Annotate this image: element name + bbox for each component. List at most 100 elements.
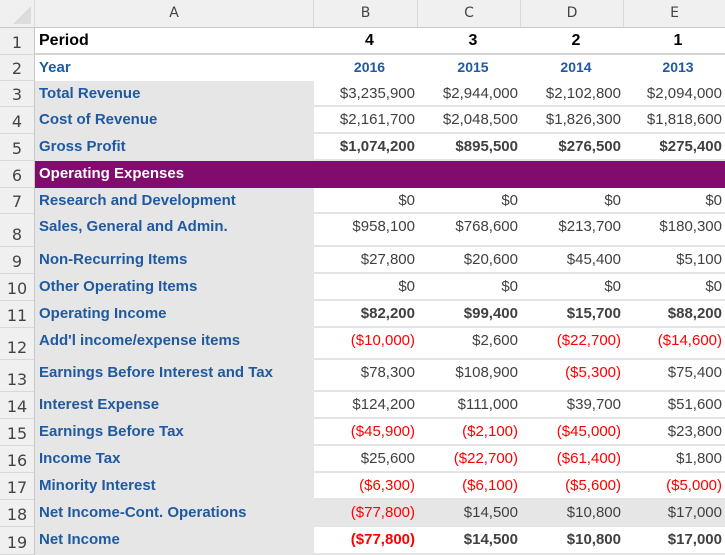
column-header-d[interactable]: D [521, 0, 624, 27]
cell-e10[interactable]: $0 [624, 274, 725, 301]
cell-c10[interactable]: $0 [418, 274, 521, 301]
cell-e11[interactable]: $88,200 [624, 301, 725, 328]
cell-d7[interactable]: $0 [521, 188, 624, 214]
cell-b14[interactable]: $124,200 [314, 392, 418, 419]
cell-b3[interactable]: $3,235,900 [314, 81, 418, 107]
row-label-cell[interactable]: Gross Profit [35, 134, 314, 161]
cell-e17[interactable]: ($5,000) [624, 473, 725, 500]
cell-c12[interactable]: $2,600 [418, 328, 521, 360]
cell-c7[interactable]: $0 [418, 188, 521, 214]
cell-d12[interactable]: ($22,700) [521, 328, 624, 360]
cell-c4[interactable]: $2,048,500 [418, 107, 521, 134]
row-label-cell[interactable]: Add'l income/expense items [35, 328, 314, 360]
cell-e13[interactable]: $75,400 [624, 360, 725, 392]
column-header-a[interactable]: A [35, 0, 314, 27]
row-header[interactable]: 14 [0, 392, 35, 419]
cell-d9[interactable]: $45,400 [521, 247, 624, 274]
cell-c17[interactable]: ($6,100) [418, 473, 521, 500]
row-header[interactable]: 3 [0, 81, 35, 107]
row-label-cell[interactable]: Non-Recurring Items [35, 247, 314, 274]
cell-d19[interactable]: $10,800 [521, 527, 624, 555]
row-header[interactable]: 19 [0, 527, 35, 555]
row-label-cell[interactable]: Minority Interest [35, 473, 314, 500]
cell-d10[interactable]: $0 [521, 274, 624, 301]
row-header[interactable]: 1 [0, 28, 35, 55]
cell-d16[interactable]: ($61,400) [521, 446, 624, 473]
select-all-corner[interactable] [0, 0, 35, 27]
row-header[interactable]: 10 [0, 274, 35, 301]
cell-b10[interactable]: $0 [314, 274, 418, 301]
cell-b17[interactable]: ($6,300) [314, 473, 418, 500]
cell-e16[interactable]: $1,800 [624, 446, 725, 473]
cell-e6[interactable] [624, 161, 725, 188]
row-header[interactable]: 11 [0, 301, 35, 328]
row-label-cell[interactable]: Net Income-Cont. Operations [35, 500, 314, 527]
row-label-cell[interactable]: Research and Development [35, 188, 314, 214]
cell-b7[interactable]: $0 [314, 188, 418, 214]
cell-b19[interactable]: ($77,800) [314, 527, 418, 555]
cell-e9[interactable]: $5,100 [624, 247, 725, 274]
column-header-b[interactable]: B [314, 0, 418, 27]
row-label-cell[interactable]: Total Revenue [35, 81, 314, 107]
cell-e1[interactable]: 1 [624, 28, 725, 55]
row-label-cell[interactable]: Earnings Before Tax [35, 419, 314, 446]
cell-c5[interactable]: $895,500 [418, 134, 521, 161]
cell-b16[interactable]: $25,600 [314, 446, 418, 473]
cell-b5[interactable]: $1,074,200 [314, 134, 418, 161]
row-label-cell[interactable]: Interest Expense [35, 392, 314, 419]
row-header[interactable]: 15 [0, 419, 35, 446]
cell-b6[interactable] [314, 161, 418, 188]
row-label-cell[interactable]: Period [35, 28, 314, 55]
cell-e18[interactable]: $17,000 [624, 500, 725, 527]
cell-e19[interactable]: $17,000 [624, 527, 725, 555]
row-header[interactable]: 8 [0, 214, 35, 247]
cell-b12[interactable]: ($10,000) [314, 328, 418, 360]
cell-e15[interactable]: $23,800 [624, 419, 725, 446]
cell-e14[interactable]: $51,600 [624, 392, 725, 419]
cell-c8[interactable]: $768,600 [418, 214, 521, 247]
row-label-cell[interactable]: Other Operating Items [35, 274, 314, 301]
cell-d4[interactable]: $1,826,300 [521, 107, 624, 134]
section-header-cell[interactable]: Operating Expenses [35, 161, 314, 188]
row-header[interactable]: 5 [0, 134, 35, 161]
cell-d11[interactable]: $15,700 [521, 301, 624, 328]
cell-b1[interactable]: 4 [314, 28, 418, 55]
cell-b9[interactable]: $27,800 [314, 247, 418, 274]
cell-e4[interactable]: $1,818,600 [624, 107, 725, 134]
row-header[interactable]: 13 [0, 360, 35, 392]
cell-e5[interactable]: $275,400 [624, 134, 725, 161]
row-label-cell[interactable]: Sales, General and Admin. [35, 214, 314, 247]
row-header[interactable]: 4 [0, 107, 35, 134]
cell-c6[interactable] [418, 161, 521, 188]
cell-d18[interactable]: $10,800 [521, 500, 624, 527]
cell-d2[interactable]: 2014 [560, 59, 592, 75]
row-header[interactable]: 18 [0, 500, 35, 527]
cell-d5[interactable]: $276,500 [521, 134, 624, 161]
cell-e7[interactable]: $0 [624, 188, 725, 214]
row-header[interactable]: 2 [0, 55, 35, 81]
cell-d8[interactable]: $213,700 [521, 214, 624, 247]
cell-c3[interactable]: $2,944,000 [418, 81, 521, 107]
cell-d17[interactable]: ($5,600) [521, 473, 624, 500]
cell-b8[interactable]: $958,100 [314, 214, 418, 247]
cell-c13[interactable]: $108,900 [418, 360, 521, 392]
row-header[interactable]: 12 [0, 328, 35, 360]
cell-c11[interactable]: $99,400 [418, 301, 521, 328]
cell-d13[interactable]: ($5,300) [521, 360, 624, 392]
cell-e8[interactable]: $180,300 [624, 214, 725, 247]
cell-c16[interactable]: ($22,700) [418, 446, 521, 473]
row-header[interactable]: 17 [0, 473, 35, 500]
cell-b2[interactable]: 2016 [353, 59, 386, 75]
cell-b11[interactable]: $82,200 [314, 301, 418, 328]
cell-d6[interactable] [521, 161, 624, 188]
cell-c1[interactable]: 3 [418, 28, 521, 55]
row-label-cell[interactable]: Year [35, 55, 314, 81]
row-header[interactable]: 7 [0, 188, 35, 214]
cell-b18[interactable]: ($77,800) [314, 500, 418, 527]
column-header-e[interactable]: E [670, 5, 679, 21]
column-header-c[interactable]: C [418, 0, 521, 27]
cell-c19[interactable]: $14,500 [418, 527, 521, 555]
cell-c2[interactable]: 2015 [457, 59, 489, 75]
cell-d3[interactable]: $2,102,800 [521, 81, 624, 107]
cell-c14[interactable]: $111,000 [418, 392, 521, 419]
